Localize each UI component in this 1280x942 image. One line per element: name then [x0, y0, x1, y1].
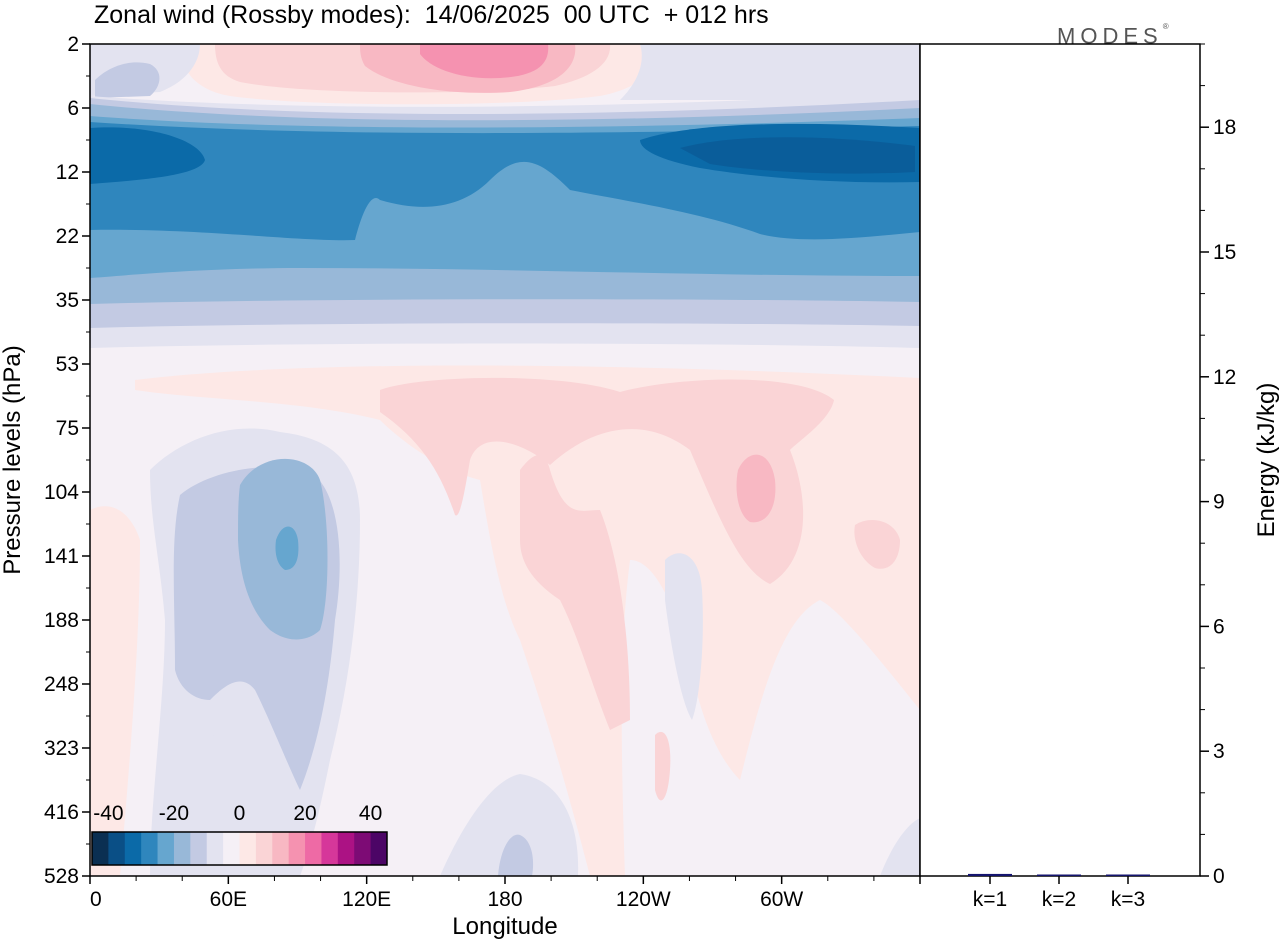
- x-tick-label: 120W: [616, 888, 671, 911]
- y-tick-label: 528: [44, 865, 79, 888]
- colorbar-swatch: [157, 832, 175, 865]
- energy-bars: k=1 k=2 k=3: [968, 873, 1150, 911]
- contour-bottom-negative-outer: [440, 774, 579, 876]
- y-tick-label: 104: [44, 481, 79, 504]
- colorbar-tick-label: -40: [93, 802, 123, 825]
- energy-category-label: k=1: [973, 888, 1007, 911]
- energy-tick-label: 6: [1213, 615, 1225, 638]
- contour-lower-positive-left-strip: [90, 506, 140, 876]
- contour-lower-positive-core: [736, 454, 776, 523]
- energy-tick-label: 12: [1213, 366, 1236, 389]
- energy-axis-ticks: 0 3 6 9 12 15 18: [1200, 43, 1236, 888]
- y-tick-label: 6: [67, 97, 79, 120]
- colorbar-swatch: [190, 832, 208, 865]
- energy-bar: [1106, 874, 1150, 876]
- contour-lower-positive-small-right: [854, 520, 900, 569]
- y-tick-label: 2: [67, 33, 79, 56]
- contour-bottom-negative-inner: [498, 834, 534, 876]
- y-tick-label: 188: [44, 609, 79, 632]
- colorbar-tick-label: 40: [359, 802, 382, 825]
- x-tick-label: 120E: [342, 888, 391, 911]
- colorbar-swatch: [305, 832, 322, 865]
- x-axis-title: Longitude: [452, 913, 557, 940]
- colorbar-tick-label: 20: [293, 802, 316, 825]
- y-tick-label: 248: [44, 673, 79, 696]
- contour-upper-right-negative: [620, 44, 920, 100]
- colorbar-swatch: [370, 832, 388, 865]
- colorbar-frame: [91, 831, 388, 866]
- energy-bar: [968, 873, 1012, 876]
- contour-upper-positive-core: [420, 44, 549, 79]
- chart-title: Zonal wind (Rossby modes): 14/06/2025 00…: [94, 1, 769, 29]
- y-axis-ticks: 2 6 12 22 35 53 75 104 141 188 248 323 416 528: [44, 33, 90, 888]
- energy-axis-title: Energy (kJ/kg): [1253, 383, 1280, 538]
- y-tick-label: 323: [44, 737, 79, 760]
- colorbar-swatch: [337, 832, 355, 865]
- contour-lower-negative-core: [275, 526, 299, 570]
- energy-tick-label: 15: [1213, 241, 1236, 264]
- y-axis-title: Pressure levels (hPa): [0, 345, 26, 574]
- colorbar-swatch: [108, 832, 126, 865]
- contour-jet-core-right: [680, 137, 915, 174]
- energy-panel-frame: [919, 43, 1201, 877]
- y-tick-label: 12: [56, 161, 79, 184]
- y-tick-label: 75: [56, 417, 79, 440]
- x-tick-label: 0: [90, 888, 102, 911]
- colorbar-tick-label: 0: [234, 802, 246, 825]
- colorbar-swatch: [272, 832, 290, 865]
- colorbar-swatch: [255, 832, 273, 865]
- y-tick-label: 22: [56, 225, 79, 248]
- contour-right-negative-streak: [665, 553, 703, 720]
- energy-tick-label: 3: [1213, 740, 1225, 763]
- energy-tick-label: 9: [1213, 491, 1225, 514]
- contour-bottom-right-negative: [880, 818, 920, 876]
- y-tick-label: 35: [56, 289, 79, 312]
- colorbar-swatch: [92, 832, 109, 865]
- energy-category-label: k=2: [1042, 888, 1076, 911]
- y-tick-label: 416: [44, 801, 79, 824]
- colorbar-swatch: [321, 832, 339, 865]
- x-axis-ticks: 0 60E 120E 180 120W 60W: [89, 876, 921, 911]
- energy-bar: [1037, 874, 1081, 876]
- x-tick-label: 60E: [210, 888, 247, 911]
- contour-lower-positive-mid: [380, 377, 834, 584]
- colorbar: -40 -20 0 20 40: [91, 802, 388, 866]
- energy-category-label: k=3: [1111, 888, 1145, 911]
- colorbar-swatch: [223, 832, 240, 865]
- registered-mark: ®: [1162, 22, 1169, 31]
- contour-upper-left-negative-inner: [95, 62, 160, 98]
- x-tick-label: 180: [487, 888, 522, 911]
- contour-lower-positive-small-bottom: [655, 731, 671, 801]
- colorbar-swatch: [288, 832, 306, 865]
- y-tick-label: 141: [44, 545, 79, 568]
- contour-jet-band-6: [90, 127, 205, 184]
- x-tick-label: 60W: [760, 888, 803, 911]
- colorbar-swatch: [173, 832, 191, 865]
- colorbar-tick-label: -20: [159, 802, 189, 825]
- energy-tick-label: 0: [1213, 865, 1225, 888]
- colorbar-swatch: [124, 832, 142, 865]
- colorbar-swatch: [141, 832, 159, 865]
- energy-tick-label: 18: [1213, 116, 1236, 139]
- y-tick-label: 53: [56, 353, 79, 376]
- contour-field: [90, 44, 920, 876]
- colorbar-swatch: [239, 832, 257, 865]
- colorbar-swatch: [206, 832, 224, 865]
- contour-lower-positive-plume: [520, 455, 630, 730]
- colorbar-swatch: [354, 832, 372, 865]
